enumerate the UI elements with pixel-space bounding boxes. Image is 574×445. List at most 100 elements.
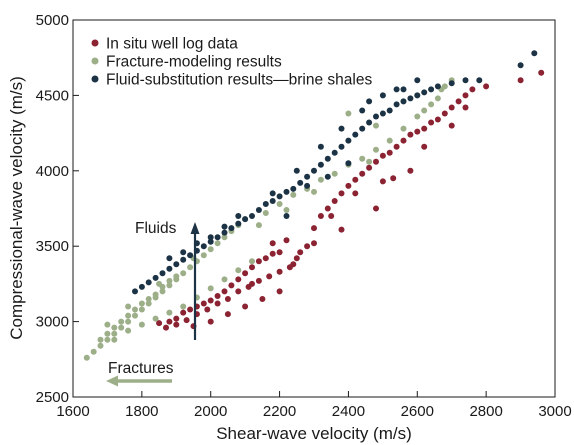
point-series-0-65: [259, 296, 266, 302]
point-series-0-1: [166, 318, 173, 325]
point-series-2-40: [407, 95, 414, 102]
point-series-2-37: [386, 107, 393, 114]
point-series-2-35: [373, 113, 379, 120]
point-series-1-60: [428, 101, 435, 108]
point-series-0-33: [304, 243, 311, 250]
point-series-1-54: [359, 155, 366, 162]
point-series-1-28: [125, 312, 132, 319]
point-series-0-68: [207, 318, 214, 325]
point-series-0-75: [328, 213, 335, 219]
point-series-1-35: [173, 273, 180, 280]
point-series-0-37: [331, 198, 338, 204]
point-series-0-16: [269, 250, 276, 257]
fluids-annotation: Fluids: [135, 220, 200, 340]
point-series-0-81: [483, 83, 490, 90]
point-series-0-53: [441, 110, 448, 117]
point-series-0-8: [214, 293, 221, 299]
point-series-0-7: [207, 297, 214, 304]
y-tick-label: 5000: [36, 12, 69, 29]
point-series-2-12: [214, 234, 221, 241]
point-series-0-34: [311, 225, 317, 232]
point-series-2-16: [242, 216, 249, 223]
point-series-2-68: [400, 86, 407, 93]
point-series-2-43: [428, 86, 435, 93]
point-series-0-67: [224, 311, 231, 318]
point-series-0-79: [448, 122, 455, 129]
point-series-2-34: [366, 119, 373, 126]
point-series-0-60: [390, 175, 397, 182]
point-series-2-10: [200, 243, 207, 250]
x-axis-title: Shear-wave velocity (m/s): [216, 424, 412, 443]
point-series-0-17: [276, 249, 283, 256]
point-series-0-28: [266, 273, 273, 280]
point-series-0-11: [235, 276, 242, 283]
point-series-0-48: [407, 131, 414, 138]
point-series-0-47: [400, 137, 407, 144]
point-series-0-64: [276, 288, 283, 295]
point-series-1-19: [214, 240, 221, 247]
point-series-0-70: [290, 261, 297, 268]
axis-ticks: 1600 1800 2000 2200 2400 2600 2800 3000 2500 3000…: [36, 12, 572, 420]
point-series-0-0: [156, 320, 163, 327]
point-series-0-43: [373, 158, 379, 165]
legend-label-fluid: Fluid-substitution results—brine shales: [106, 72, 372, 89]
point-series-2-65: [366, 98, 373, 105]
point-series-2-41: [414, 92, 421, 99]
point-series-2-13: [221, 229, 228, 236]
plot-frame: [72, 19, 556, 398]
point-series-0-71: [269, 240, 276, 247]
point-series-2-28: [324, 155, 331, 162]
point-series-0-24: [224, 296, 231, 302]
y-tick-label: 4500: [36, 87, 69, 104]
point-series-2-30: [338, 143, 345, 150]
point-series-1-18: [207, 246, 214, 253]
point-series-0-9: [221, 288, 228, 295]
point-series-1-59: [421, 107, 428, 114]
point-series-1-25: [104, 330, 111, 337]
point-series-2-47: [476, 77, 483, 84]
point-series-2-19: [262, 201, 269, 207]
point-series-2-67: [393, 86, 400, 93]
point-series-2-61: [293, 167, 300, 174]
x-tick-label: 2400: [332, 403, 365, 420]
point-series-0-46: [393, 143, 400, 150]
legend-label-in-situ: In situ well log data: [106, 36, 238, 53]
point-series-2-53: [283, 213, 290, 219]
fractures-label: Fractures: [108, 360, 174, 377]
point-series-2-38: [393, 101, 400, 108]
point-series-2-22: [283, 188, 290, 195]
point-series-1-2: [97, 342, 104, 349]
x-tick-label: 2800: [469, 403, 502, 420]
point-series-2-69: [414, 77, 421, 84]
point-series-2-48: [517, 62, 524, 69]
point-series-0-80: [462, 104, 469, 111]
point-series-1-17: [200, 252, 207, 259]
point-series-0-35: [317, 213, 324, 219]
point-series-0-74: [311, 240, 317, 247]
point-series-2-63: [338, 125, 345, 132]
point-series-1-43: [207, 285, 214, 292]
x-tick-label: 2200: [263, 403, 296, 420]
point-series-1-51: [317, 176, 324, 183]
point-series-1-58: [414, 113, 421, 120]
point-series-1-46: [249, 258, 255, 265]
point-series-1-57: [400, 125, 407, 132]
y-axis-title: Compressional-wave velocity (m/s): [7, 76, 26, 340]
point-series-2-50: [345, 160, 352, 167]
point-series-2-52: [304, 182, 311, 189]
point-series-2-2: [145, 279, 152, 286]
point-series-1-15: [187, 264, 194, 271]
point-series-0-6: [200, 300, 207, 307]
point-series-1-26: [111, 324, 118, 331]
point-series-0-61: [407, 167, 414, 174]
point-series-2-18: [255, 207, 262, 213]
point-series-2-32: [352, 131, 359, 138]
point-series-0-29: [276, 268, 283, 275]
point-series-0-27: [255, 277, 262, 284]
point-series-2-54: [166, 255, 173, 262]
point-series-1-6: [125, 318, 132, 325]
point-series-1-70: [311, 188, 317, 195]
point-series-0-38: [338, 190, 345, 197]
point-series-2-15: [235, 220, 242, 227]
data-points: [83, 50, 545, 361]
